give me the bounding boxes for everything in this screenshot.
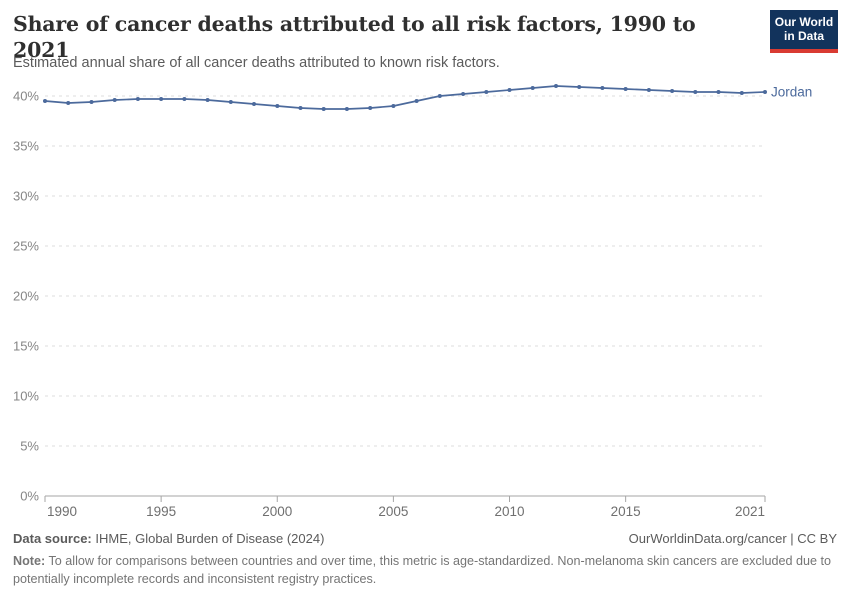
data-point[interactable]: [600, 86, 605, 90]
y-axis-tick-label: 35%: [13, 139, 39, 154]
data-source: Data source: IHME, Global Burden of Dise…: [13, 531, 324, 546]
data-source-value: IHME, Global Burden of Disease (2024): [95, 531, 325, 546]
data-point[interactable]: [182, 97, 187, 101]
data-point[interactable]: [739, 91, 744, 95]
owid-logo-line2: in Data: [783, 28, 824, 43]
data-point[interactable]: [228, 100, 233, 104]
entity-label-jordan[interactable]: Jordan: [771, 85, 812, 100]
series-line-jordan[interactable]: [44, 85, 766, 110]
y-axis-tick-label: 40%: [13, 89, 39, 104]
y-axis-tick-label: 0%: [20, 489, 39, 504]
x-axis-tick-label: 2015: [611, 504, 641, 519]
data-point[interactable]: [66, 101, 71, 105]
data-point[interactable]: [670, 89, 675, 93]
data-point[interactable]: [507, 88, 512, 92]
owid-logo-line1: Our World: [774, 15, 834, 29]
chart-subtitle: Estimated annual share of all cancer dea…: [13, 55, 500, 71]
data-point[interactable]: [112, 98, 117, 102]
data-point[interactable]: [344, 107, 349, 111]
x-axis-tick-label: 2010: [494, 504, 524, 519]
data-point[interactable]: [252, 102, 256, 106]
data-point[interactable]: [391, 104, 396, 108]
x-axis-tick-label: 1995: [146, 504, 176, 519]
data-point[interactable]: [623, 87, 628, 91]
data-point[interactable]: [321, 107, 326, 111]
page-title: Share of cancer deaths attributed to all…: [13, 12, 696, 62]
data-point[interactable]: [368, 106, 373, 110]
data-point[interactable]: [275, 104, 280, 108]
y-axis-tick-label: 25%: [13, 239, 39, 254]
x-axis-tick-label: 2005: [378, 504, 408, 519]
data-point[interactable]: [89, 100, 94, 104]
data-point[interactable]: [646, 88, 651, 92]
y-axis-tick-label: 15%: [13, 339, 39, 354]
data-point[interactable]: [298, 106, 303, 110]
data-point[interactable]: [159, 97, 164, 101]
data-point[interactable]: [461, 92, 466, 96]
y-axis-tick-label: 10%: [13, 389, 39, 404]
line-chart-canvas[interactable]: 0% 5% 10% 15% 20% 25% 30% 35% 40% 1990 1995 2000 200…: [0, 75, 850, 525]
x-axis-tick-label: 2000: [262, 504, 292, 519]
y-axis-tick-label: 5%: [20, 439, 39, 454]
note-label: Note:: [13, 554, 46, 568]
y-axis-tick-label: 30%: [13, 189, 39, 204]
data-source-label: Data source:: [13, 531, 92, 546]
note-text: To allow for comparisons between countri…: [13, 554, 832, 587]
data-point[interactable]: [577, 85, 582, 89]
data-point[interactable]: [484, 90, 489, 94]
data-point[interactable]: [437, 94, 442, 98]
data-point[interactable]: [716, 90, 721, 94]
x-axis-tick-label: 1990: [47, 504, 77, 519]
x-axis-tick-label: 2021: [735, 504, 765, 519]
data-point[interactable]: [135, 97, 140, 101]
data-point[interactable]: [693, 90, 698, 94]
y-axis-tick-label: 20%: [13, 289, 39, 304]
data-point[interactable]: [414, 99, 419, 103]
data-point[interactable]: [43, 99, 47, 103]
data-point[interactable]: [530, 86, 535, 90]
data-point[interactable]: [763, 90, 767, 94]
note: Note: To allow for comparisons between c…: [13, 552, 839, 589]
data-point[interactable]: [554, 84, 558, 88]
license-link[interactable]: OurWorldinData.org/cancer | CC BY: [628, 531, 837, 546]
data-point[interactable]: [205, 98, 210, 102]
owid-logo[interactable]: Our World in Data: [770, 10, 838, 53]
